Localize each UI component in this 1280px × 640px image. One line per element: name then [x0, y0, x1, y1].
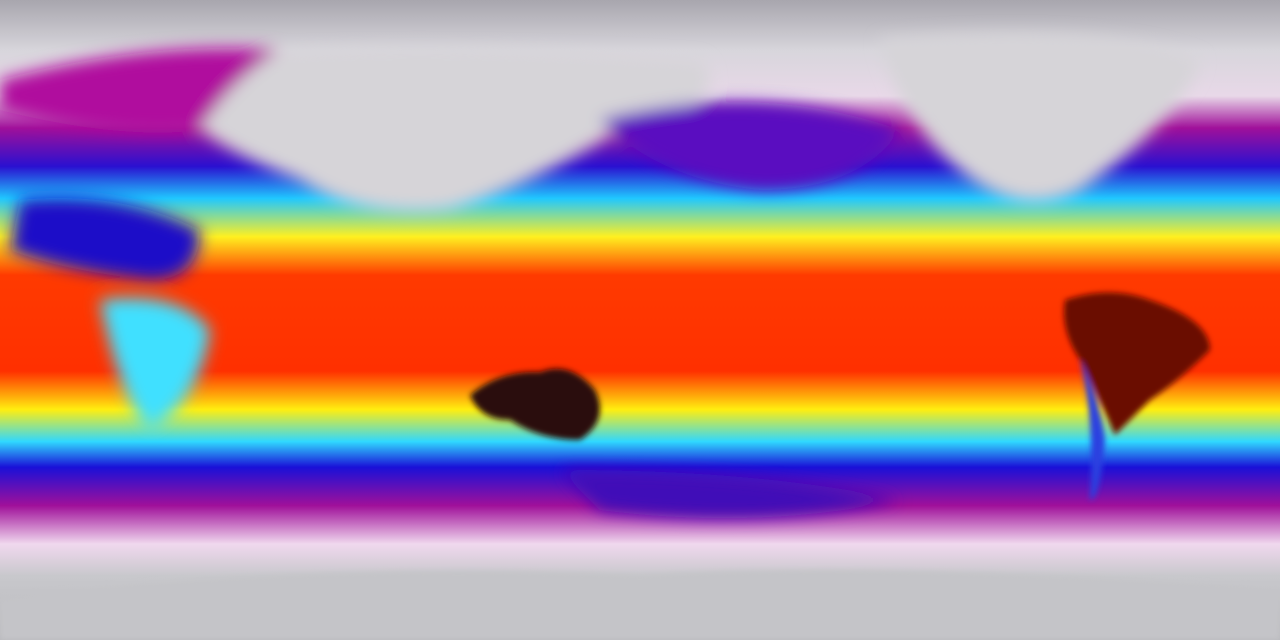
antarctica: [0, 570, 1280, 640]
andes-cold: [1080, 360, 1105, 500]
south-america-hot: [1064, 292, 1210, 435]
north-pacific-cold-band: [600, 102, 900, 190]
sahara-region: [10, 198, 200, 280]
southern-ocean-band: [560, 470, 900, 518]
australia-hot: [470, 368, 600, 440]
northern-landmass-cold: [180, 50, 710, 212]
africa-south: [100, 298, 210, 430]
north-america-cold: [880, 33, 1200, 202]
northern-atlantic-cold: [0, 48, 280, 133]
